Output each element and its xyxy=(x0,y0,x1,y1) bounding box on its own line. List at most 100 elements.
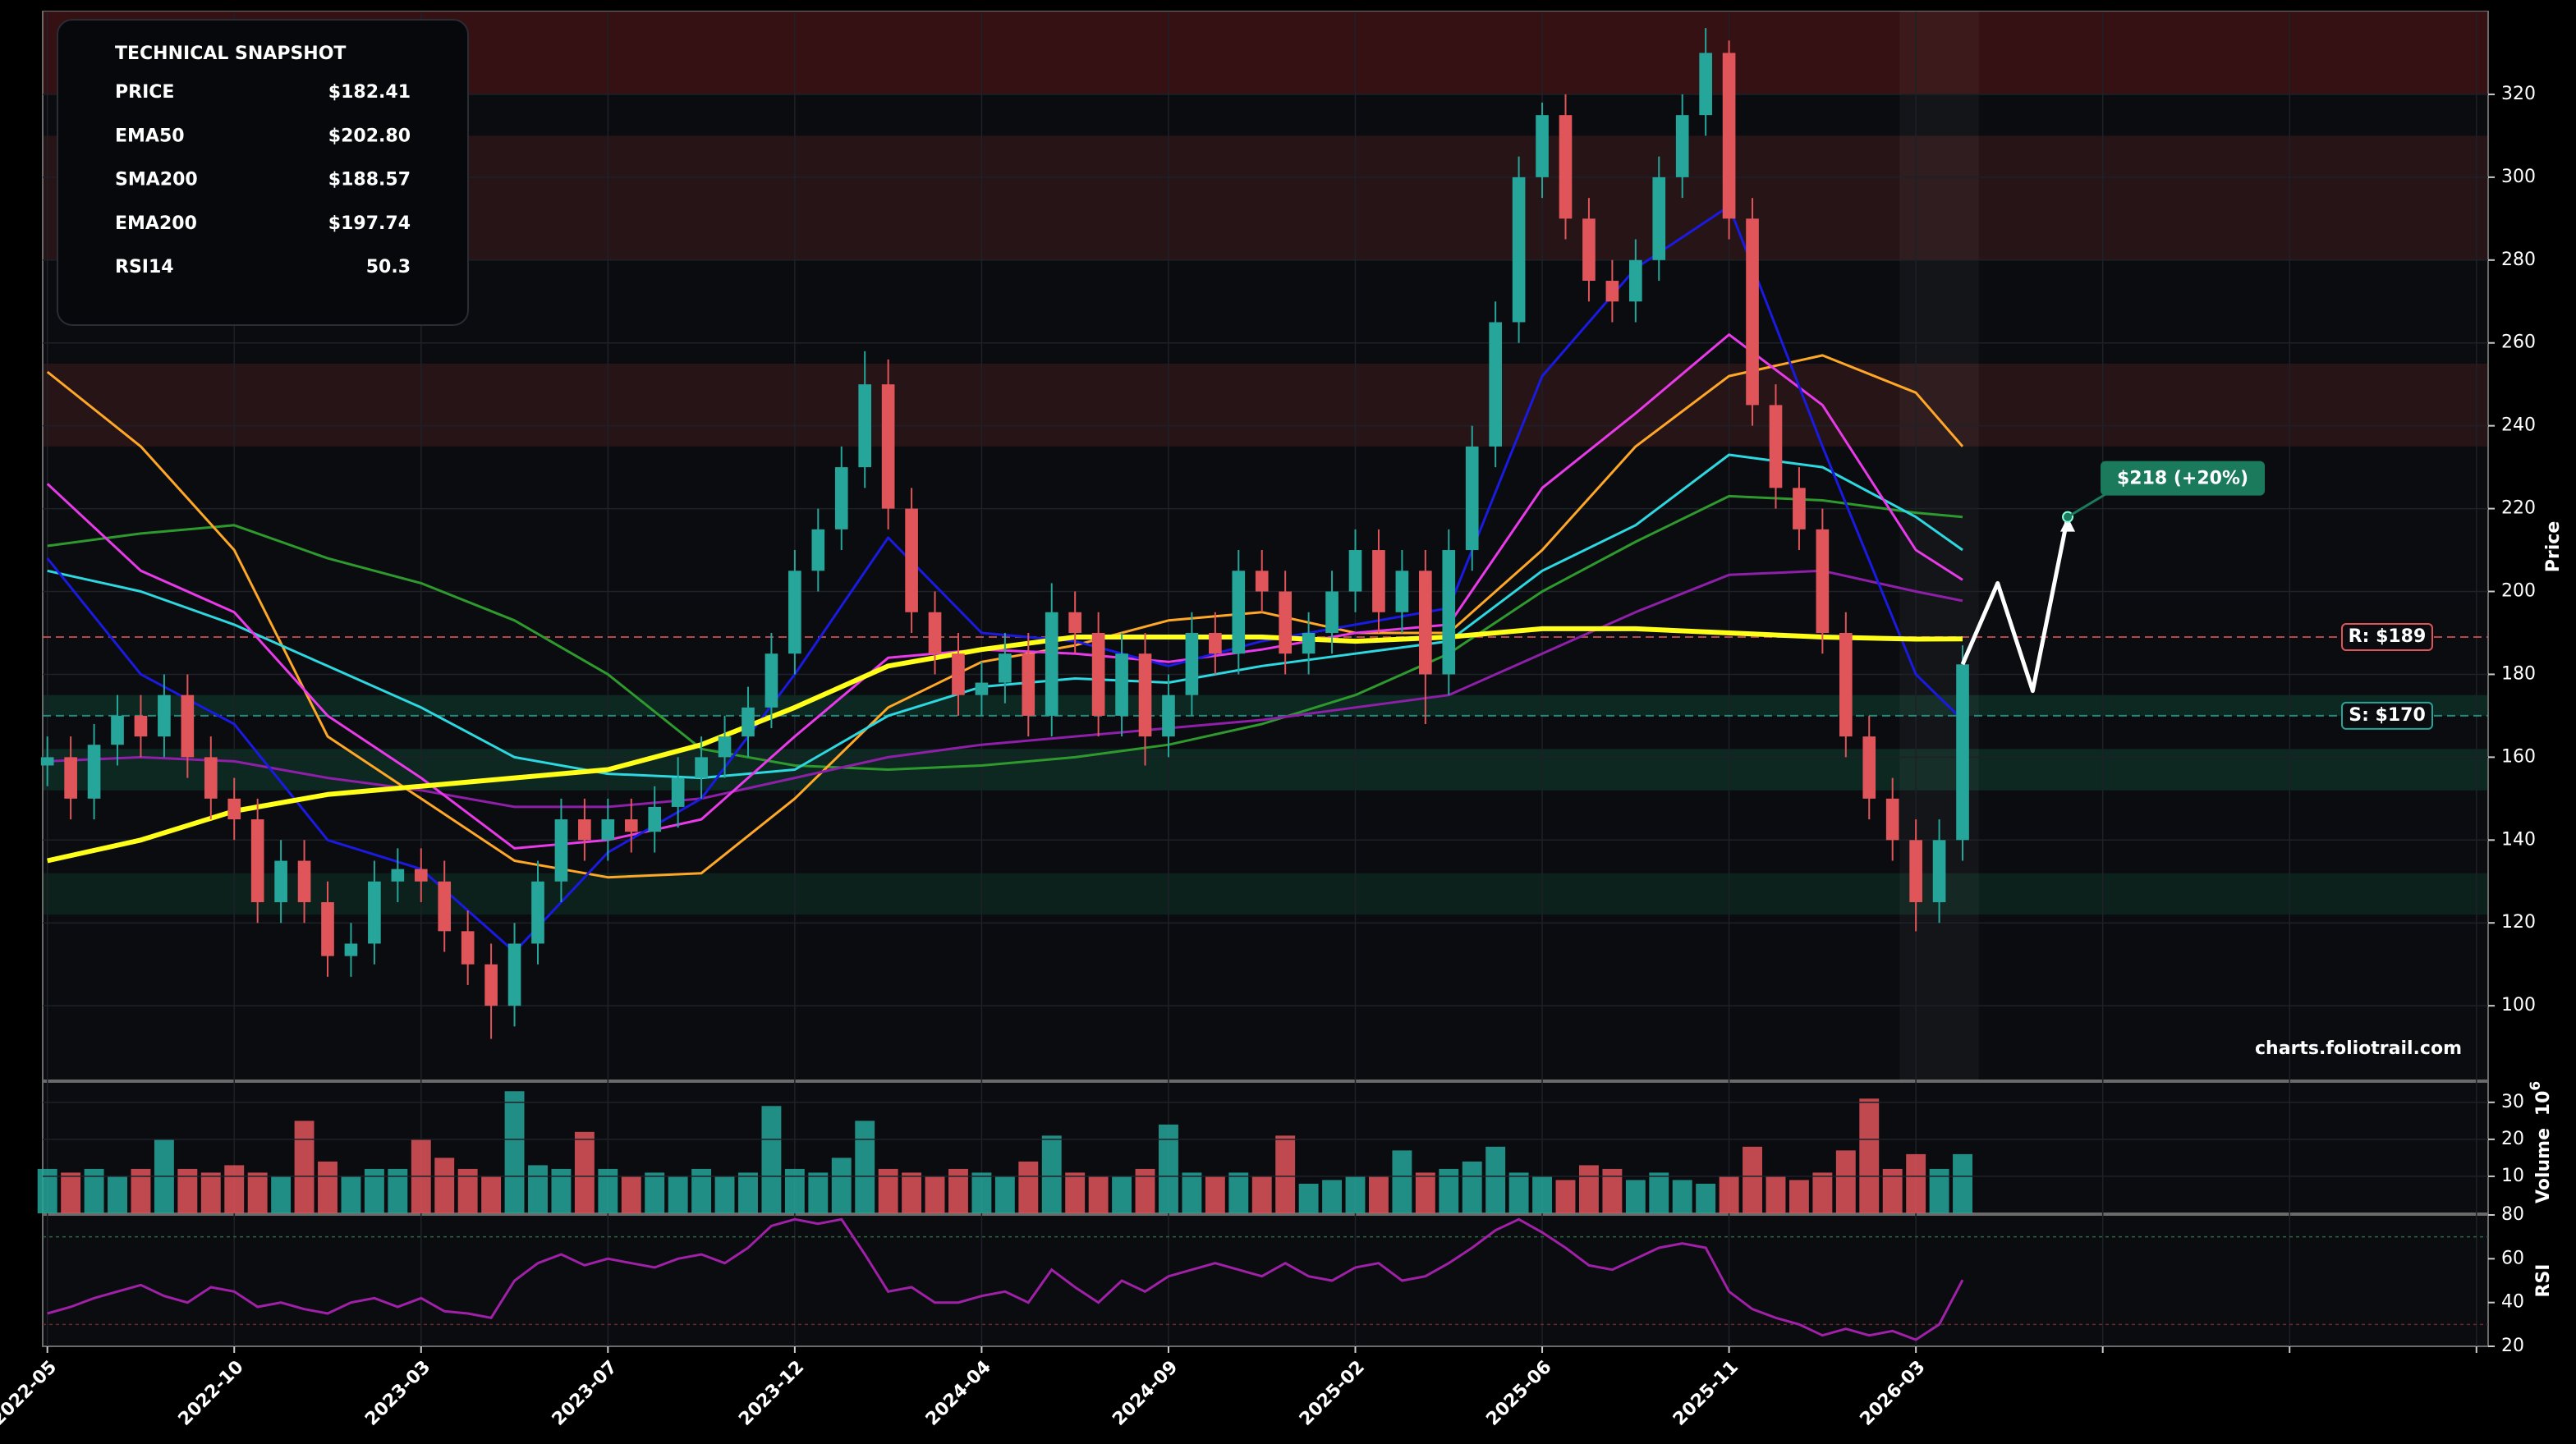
volume-bar xyxy=(994,1176,1015,1213)
volume-bar xyxy=(108,1176,127,1213)
volume-bar xyxy=(61,1172,81,1213)
y-axis-label: RSI xyxy=(2533,1264,2554,1298)
volume-bar xyxy=(925,1176,945,1213)
candle-body xyxy=(414,869,428,882)
x-tick-label: 2024-04 xyxy=(922,1357,995,1430)
y-tick-label: 20 xyxy=(2501,1336,2524,1356)
x-tick-label: 2026-03 xyxy=(1857,1357,1930,1430)
volume-bar xyxy=(1625,1180,1646,1213)
y-tick-label: 120 xyxy=(2501,912,2536,933)
candle-body xyxy=(1185,632,1199,695)
y-tick-label: 10 xyxy=(2501,1166,2524,1186)
candle-body xyxy=(1932,840,1946,902)
volume-bar xyxy=(714,1176,735,1213)
candle-body xyxy=(1652,176,1666,260)
x-tick-label: 2022-10 xyxy=(175,1357,248,1430)
y-tick-label: 300 xyxy=(2501,167,2536,187)
volume-bar xyxy=(1953,1153,1972,1213)
volume-bar xyxy=(621,1176,641,1213)
volume-bar xyxy=(131,1168,151,1213)
y-tick-label: 100 xyxy=(2501,995,2536,1015)
volume-bar xyxy=(1508,1172,1529,1213)
volume-bar xyxy=(528,1165,548,1213)
candle-body xyxy=(811,529,825,571)
volume-bar xyxy=(902,1172,922,1213)
volume-bar xyxy=(1906,1153,1926,1213)
volume-bar xyxy=(738,1172,758,1213)
candle-body xyxy=(1559,115,1573,219)
candle-body xyxy=(1442,550,1456,675)
volume-bar xyxy=(84,1168,104,1213)
candle-body xyxy=(834,467,848,529)
volume-bar xyxy=(691,1168,712,1213)
candle-body xyxy=(1536,115,1549,177)
candle-body xyxy=(1839,632,1853,737)
volume-bar xyxy=(1766,1176,1786,1213)
y-tick-label: 140 xyxy=(2501,829,2536,850)
rsi-line xyxy=(47,1217,1964,1341)
watermark: charts.foliotrail.com xyxy=(2255,1038,2462,1059)
snapshot-value: $188.57 xyxy=(328,170,411,190)
volume-bar xyxy=(1696,1183,1716,1213)
candle-body xyxy=(344,943,358,956)
volume-bar xyxy=(551,1168,572,1213)
volume-bar xyxy=(668,1176,688,1213)
volume-bar xyxy=(434,1157,455,1213)
volume-bar xyxy=(598,1168,618,1213)
snapshot-value: $197.74 xyxy=(328,213,411,234)
volume-bar xyxy=(971,1172,992,1213)
snapshot-label: EMA200 xyxy=(115,213,197,234)
snapshot-label: EMA50 xyxy=(115,126,185,146)
x-tick-label: 2023-12 xyxy=(735,1357,808,1430)
projection-connector xyxy=(2067,491,2110,518)
candle-body xyxy=(368,881,381,944)
y-tick-label: 160 xyxy=(2501,746,2536,767)
projection-arrowhead xyxy=(2060,516,2076,532)
candle-body xyxy=(648,806,662,832)
candle-body xyxy=(1699,53,1712,116)
candle-body xyxy=(1582,218,1596,282)
candle-body xyxy=(1746,218,1759,406)
candle-body xyxy=(601,819,615,841)
y-axis-label: Price xyxy=(2543,521,2564,572)
candle-body xyxy=(1419,571,1432,675)
volume-bar xyxy=(1555,1180,1576,1213)
candle-body xyxy=(64,757,77,799)
volume-bar xyxy=(1578,1165,1599,1213)
candle-body xyxy=(1022,653,1035,716)
candle-body xyxy=(554,819,568,882)
candle-body xyxy=(718,736,732,758)
snapshot-label: SMA200 xyxy=(115,170,198,190)
volume-bar xyxy=(504,1091,525,1213)
x-tick-label: 2025-02 xyxy=(1296,1357,1369,1430)
volume-bar xyxy=(1485,1146,1506,1213)
candle-body xyxy=(1255,571,1269,592)
volume-bar xyxy=(1882,1168,1903,1213)
volume-bar xyxy=(1812,1172,1833,1213)
candle-body xyxy=(134,715,148,737)
volume-bar xyxy=(855,1121,875,1213)
candle-body xyxy=(1395,571,1409,612)
level-box xyxy=(2341,623,2433,652)
y-tick-label: 220 xyxy=(2501,498,2536,519)
y-tick-label: 280 xyxy=(2501,250,2536,270)
candle-body xyxy=(181,694,195,758)
candle-body xyxy=(391,869,405,882)
volume-bar xyxy=(948,1168,968,1213)
volume-bar xyxy=(1719,1176,1739,1213)
volume-bar xyxy=(878,1168,898,1213)
volume-bar xyxy=(1018,1161,1039,1213)
volume-bar xyxy=(1298,1183,1319,1213)
snapshot-box xyxy=(57,19,469,326)
candle-body xyxy=(881,384,895,509)
x-tick-label: 2025-11 xyxy=(1669,1357,1743,1430)
moving-average xyxy=(47,569,1963,809)
volume-bar xyxy=(247,1172,268,1213)
volume-bar xyxy=(1251,1176,1272,1213)
y-tick-label: 80 xyxy=(2501,1204,2524,1225)
volume-bar xyxy=(364,1168,384,1213)
volume-bar xyxy=(1929,1168,1949,1213)
candle-body xyxy=(1722,53,1736,219)
candle-body xyxy=(1605,281,1619,302)
